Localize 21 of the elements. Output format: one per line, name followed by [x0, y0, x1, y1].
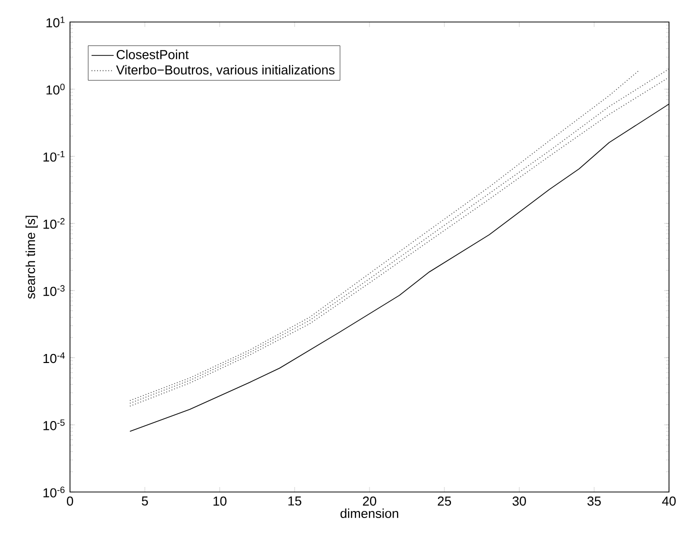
y-tick-label: 10$^{1}$ [46, 16, 65, 28]
legend-label: ClosestPoint [116, 50, 189, 60]
x-tick-label: 5 [142, 496, 148, 506]
x-axis-title: dimension [340, 508, 398, 518]
y-tick-label: 10$^{-6}$ [44, 486, 65, 498]
x-tick-label: 35 [587, 496, 601, 506]
legend-label: Viterbo−Boutros, various initializations [116, 64, 335, 76]
y-tick-label: 10$^{-1}$ [44, 150, 65, 162]
y-tick-label: 10$^{-3}$ [44, 285, 65, 296]
x-tick-label: 0 [66, 496, 74, 506]
y-tick-label: 10$^{-2}$ [44, 218, 65, 229]
x-tick-label: 20 [362, 496, 376, 506]
y-tick-label: 10$^{-5}$ [44, 420, 65, 430]
y-tick-label: 10$^{-4}$ [44, 352, 65, 364]
x-tick-label: 40 [662, 496, 676, 506]
x-tick-label: 15 [288, 496, 302, 506]
y-axis-title: search time [s] [26, 216, 38, 299]
x-tick-label: 10 [214, 496, 226, 506]
y-tick-label: 10$^{0}$ [46, 84, 65, 95]
x-tick-label: 30 [512, 496, 526, 506]
x-tick-label: 25 [438, 496, 452, 506]
